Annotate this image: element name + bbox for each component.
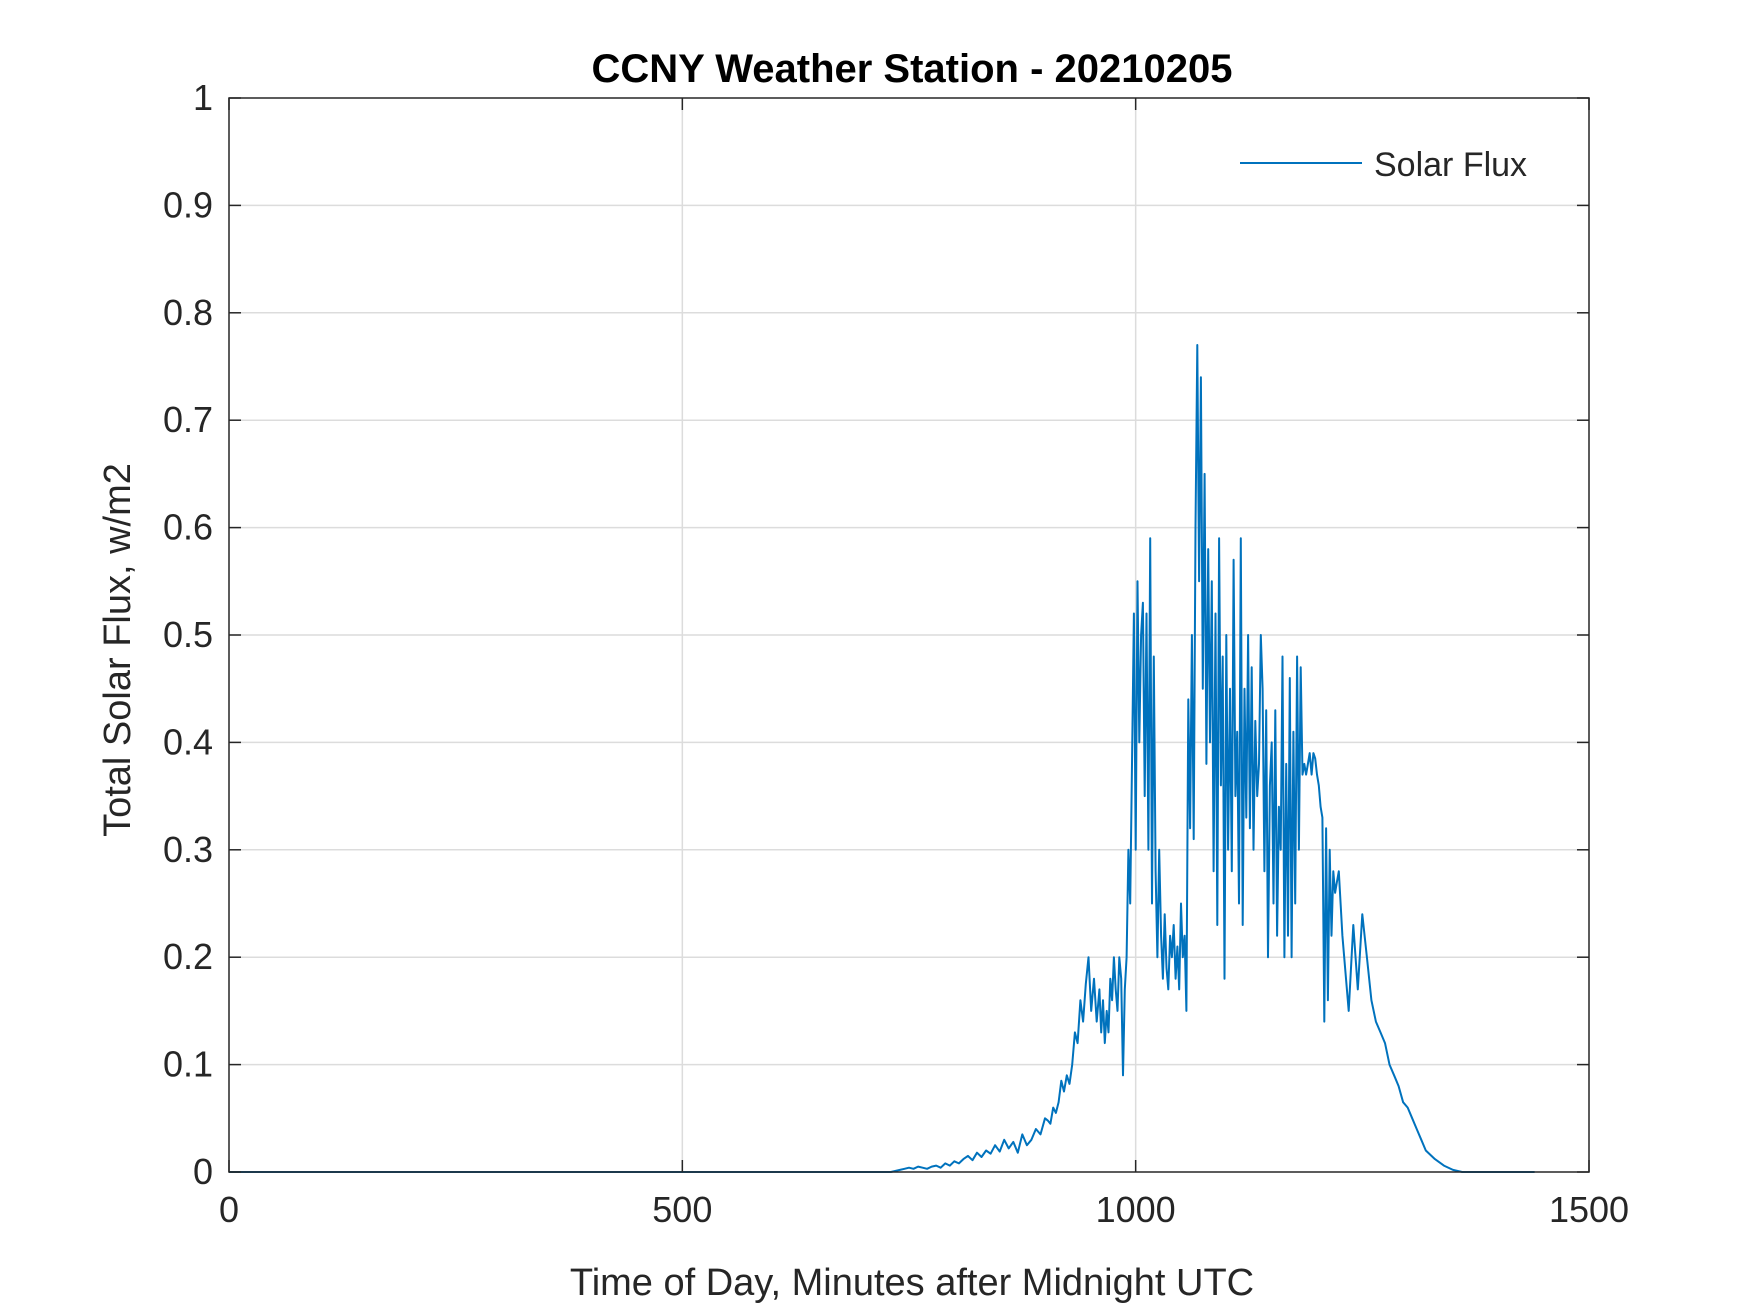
y-tick-label: 0.7 xyxy=(163,399,213,440)
y-tick-label: 1 xyxy=(193,77,213,118)
y-tick-label: 0.4 xyxy=(163,721,213,762)
series-line-solar-flux xyxy=(229,344,1535,1173)
y-tick-label: 0.3 xyxy=(163,829,213,870)
x-tick-label: 500 xyxy=(652,1189,712,1230)
y-tick-label: 0.6 xyxy=(163,507,213,548)
legend: Solar Flux xyxy=(1240,146,1527,184)
x-tick-label: 1500 xyxy=(1549,1189,1629,1230)
chart-title: CCNY Weather Station - 20210205 xyxy=(592,47,1233,91)
series-layer xyxy=(229,344,1535,1173)
y-tick-label: 0.5 xyxy=(163,614,213,655)
y-tick-label: 0 xyxy=(193,1151,213,1192)
y-axis-label: Total Solar Flux, w/m2 xyxy=(97,463,139,837)
legend-label-solar-flux: Solar Flux xyxy=(1374,146,1527,184)
y-tick-label: 0.2 xyxy=(163,936,213,977)
ticks: 0 500 1000 1500 0 0.1 0.2 0.3 0.4 0.5 0.6 0.7 0.8 0.9… xyxy=(163,77,1629,1230)
grid xyxy=(229,98,1589,1172)
y-tick-label: 0.9 xyxy=(163,184,213,225)
y-tick-label: 0.1 xyxy=(163,1044,213,1085)
x-tick-label: 1000 xyxy=(1096,1189,1176,1230)
x-tick-label: 0 xyxy=(219,1189,239,1230)
y-tick-label: 0.8 xyxy=(163,292,213,333)
x-axis-label: Time of Day, Minutes after Midnight UTC xyxy=(570,1262,1254,1304)
